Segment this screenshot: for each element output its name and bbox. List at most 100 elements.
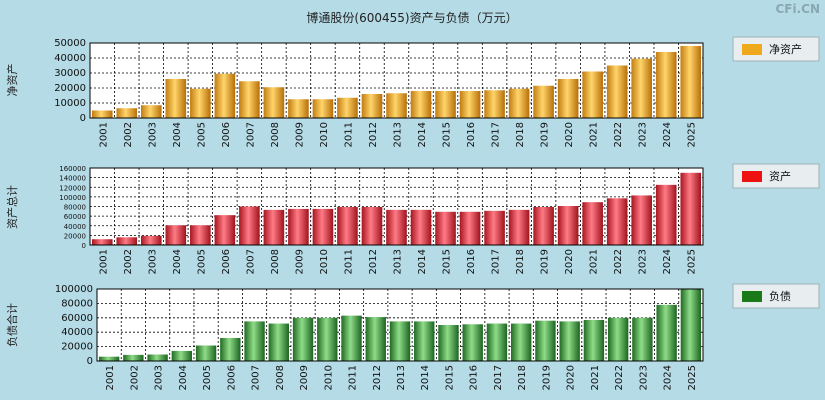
x-tick-label: 2021 [589, 122, 600, 147]
y-tick-label: 0 [87, 356, 93, 367]
bar-2021 [582, 202, 603, 245]
x-tick-label: 2015 [442, 249, 453, 274]
x-tick-label: 2008 [270, 249, 281, 274]
bar-2019 [533, 85, 554, 118]
bar-2004 [171, 350, 193, 361]
x-tick-label: 2004 [178, 365, 189, 390]
x-tick-label: 2012 [372, 365, 383, 390]
bar-2024 [655, 184, 677, 245]
bar-2004 [165, 225, 187, 245]
x-tick-label: 2011 [343, 249, 354, 274]
bar-2018 [508, 88, 530, 118]
x-tick-label: 2012 [368, 122, 379, 147]
y-tick-label: 40000 [54, 53, 86, 64]
legend-swatch [742, 171, 762, 182]
plot-border [96, 288, 704, 362]
bar-2022 [606, 65, 628, 118]
x-tick-label: 2006 [221, 249, 232, 274]
bar-2012 [361, 206, 383, 245]
x-tick-label: 2025 [687, 249, 698, 274]
y-tick-label: 20000 [61, 342, 93, 353]
x-tick-label: 2003 [147, 122, 158, 147]
bar-2015 [438, 325, 459, 361]
x-tick-label: 2019 [540, 249, 551, 274]
x-tick-label: 2002 [129, 365, 140, 390]
x-tick-label: 2010 [319, 122, 330, 147]
legend-swatch [742, 291, 762, 302]
bar-2001 [98, 356, 120, 361]
bar-2023 [632, 317, 653, 361]
x-tick-label: 2017 [491, 249, 502, 274]
bar-2014 [410, 91, 432, 118]
x-tick-label: 2001 [105, 365, 116, 390]
bar-2015 [435, 211, 456, 245]
y-tick-label: 10000 [54, 98, 86, 109]
bar-2014 [410, 209, 432, 245]
bar-2010 [317, 317, 338, 361]
x-tick-label: 2017 [491, 122, 502, 147]
x-tick-label: 2001 [98, 122, 109, 147]
bar-2008 [268, 323, 289, 361]
bar-2021 [582, 71, 603, 118]
x-tick-label: 2009 [294, 249, 305, 274]
bar-2006 [214, 215, 236, 245]
x-tick-label: 2003 [147, 249, 158, 274]
plot-border [89, 42, 704, 119]
x-tick-label: 2018 [515, 122, 526, 147]
x-tick-label: 2008 [270, 122, 281, 147]
x-tick-label: 2007 [251, 365, 262, 390]
x-tick-label: 2015 [442, 122, 453, 147]
x-tick-label: 2010 [319, 249, 330, 274]
bar-2024 [656, 304, 677, 361]
x-tick-label: 2007 [245, 122, 256, 147]
panel-net-assets: 0 10000 20000 30000 40000 50000 2001 2002 2003 20… [5, 36, 820, 147]
bar-2025 [680, 172, 702, 245]
y-axis-title: 资产总计 [5, 185, 19, 229]
panel-total-liabilities: 0 20000 40000 60000 80000 100000 2001 2002 2003 2… [5, 283, 820, 390]
bar-2003 [141, 235, 162, 245]
x-tick-label: 2020 [564, 249, 575, 274]
bar-2009 [288, 208, 309, 245]
legend-swatch [742, 44, 762, 55]
bar-2012 [361, 94, 383, 118]
x-tick-label: 2006 [226, 365, 237, 390]
bar-2015 [435, 91, 456, 118]
x-tick-label: 2020 [564, 122, 575, 147]
x-tick-label: 2021 [589, 249, 600, 274]
x-tick-label: 2011 [343, 122, 354, 147]
bar-2007 [244, 321, 265, 361]
y-tick-label: 160000 [59, 165, 86, 173]
x-tick-label: 2002 [123, 122, 134, 147]
bar-2020 [557, 206, 579, 245]
y-tick-label: 50000 [54, 38, 86, 49]
x-tick-label: 2025 [687, 122, 698, 147]
y-tick-label: 80000 [64, 204, 86, 212]
x-tick-label: 2022 [613, 122, 624, 147]
x-tick-label: 2014 [417, 122, 428, 147]
x-tick-label: 2018 [517, 365, 528, 390]
x-tick-label: 2013 [396, 365, 407, 390]
legend-label: 负债 [769, 289, 791, 303]
bar-2023 [631, 195, 652, 245]
legend-net-assets: 净资产 [732, 36, 820, 62]
bar-2002 [116, 108, 138, 118]
bar-2011 [337, 206, 358, 245]
y-tick-label: 140000 [59, 175, 86, 183]
bar-2022 [607, 317, 629, 361]
x-tick-label: 2010 [323, 365, 334, 390]
bar-2017 [486, 323, 508, 361]
legend-label: 净资产 [769, 42, 802, 56]
x-tick-label: 2007 [245, 249, 256, 274]
x-tick-label: 2005 [196, 249, 207, 274]
x-tick-label: 2012 [368, 249, 379, 274]
x-tick-label: 2025 [687, 365, 698, 390]
y-tick-label: 20000 [64, 232, 86, 240]
x-tick-label: 2022 [613, 249, 624, 274]
bar-2019 [533, 206, 554, 245]
y-tick-label: 30000 [54, 68, 86, 79]
legend-box [732, 36, 820, 62]
plot-border [89, 167, 704, 246]
bar-2011 [337, 97, 358, 118]
